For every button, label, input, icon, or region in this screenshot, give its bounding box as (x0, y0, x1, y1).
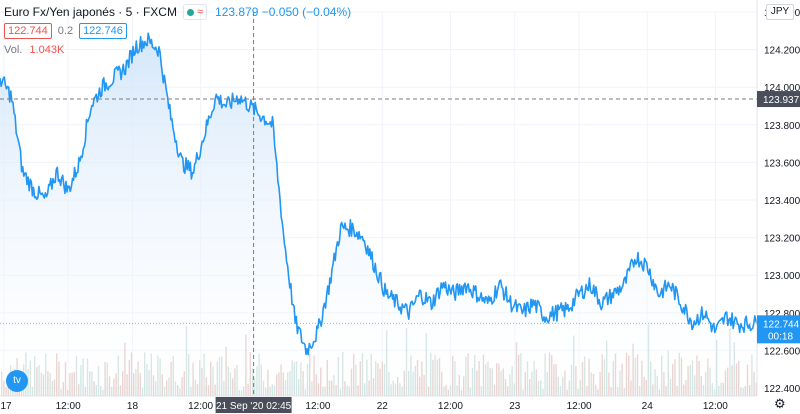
last-price-box (757, 315, 800, 344)
symbol-title[interactable]: Euro Fx/Yen japonés · 5 · FXCM (4, 5, 177, 19)
time-tick-label: 12:00 (188, 401, 213, 412)
time-tick-label: 12:00 (567, 401, 592, 412)
crosshair-price-box (757, 91, 800, 108)
price-tick-label: 124.200 (764, 46, 800, 57)
price-tick-label: 122.400 (764, 384, 800, 395)
price-tick-label: 122.600 (764, 346, 800, 357)
time-tick-label: 12:00 (438, 401, 463, 412)
crosshair-price-label: 123.937 (763, 95, 800, 106)
time-tick-label: 24 (642, 401, 654, 412)
price-tick-label: 124.000 (764, 83, 800, 94)
market-open-icon (186, 8, 194, 16)
chart-header: Euro Fx/Yen japonés · 5 · FXCM ≈ 123.879… (4, 4, 351, 20)
time-tick-label: 22 (377, 401, 389, 412)
time-tick-label: 12:00 (56, 401, 81, 412)
gear-icon[interactable]: ⚙ (774, 396, 786, 411)
time-tick-label: 12:00 (703, 401, 728, 412)
currency-badge[interactable]: JPY (766, 4, 794, 20)
price-tick-label: 123.400 (764, 196, 800, 207)
spread-value: 0.2 (57, 25, 74, 37)
time-axis: 17 12:00 18 12:00 21 Sep '20 02:45 12:00 22 12:… (0, 395, 800, 414)
time-tick-label: 23 (509, 401, 521, 412)
last-price: 123.879 −0.050 (−0.04%) (215, 5, 352, 19)
price-tick-label: 122.800 (764, 309, 800, 320)
logo-icon[interactable]: tv (6, 370, 28, 392)
crosshair (0, 12, 757, 396)
price-line (0, 32, 758, 356)
time-tick-label: 12:00 (305, 401, 330, 412)
price-tick-label: 123.000 (764, 271, 800, 282)
time-tick-label: 17 (0, 401, 12, 412)
crosshair-time-box (215, 397, 292, 413)
countdown-label: 00:18 (768, 331, 793, 342)
volume-value: 1.043K (29, 44, 65, 56)
last-price-label: 122.744 (763, 319, 800, 330)
sell-price-button[interactable]: 122.744 (4, 23, 52, 39)
time-tick-label: 18 (127, 401, 139, 412)
buy-price-button[interactable]: 122.746 (79, 23, 127, 39)
price-axis: 124.400124.200124.000123.800123.600123.4… (756, 0, 800, 396)
price-change: −0.050 (−0.04%) (261, 5, 352, 19)
time-axis-bg (0, 396, 800, 414)
price-tick-label: 123.800 (764, 121, 800, 132)
price-area-fill (0, 33, 757, 397)
volume-legend: Vol. 1.043K (4, 44, 64, 56)
market-status[interactable]: ≈ (182, 4, 208, 20)
status-wave-icon: ≈ (196, 6, 204, 18)
volume-label: Vol. (4, 44, 23, 56)
quote-row: 122.744 0.2 122.746 (4, 23, 127, 39)
price-series-line (0, 32, 758, 356)
price-tick-label: 123.200 (764, 234, 800, 245)
crosshair-time-label: 21 Sep '20 02:45 (216, 401, 292, 412)
price-tick-label: 123.600 (764, 158, 800, 169)
price-area (0, 33, 757, 397)
